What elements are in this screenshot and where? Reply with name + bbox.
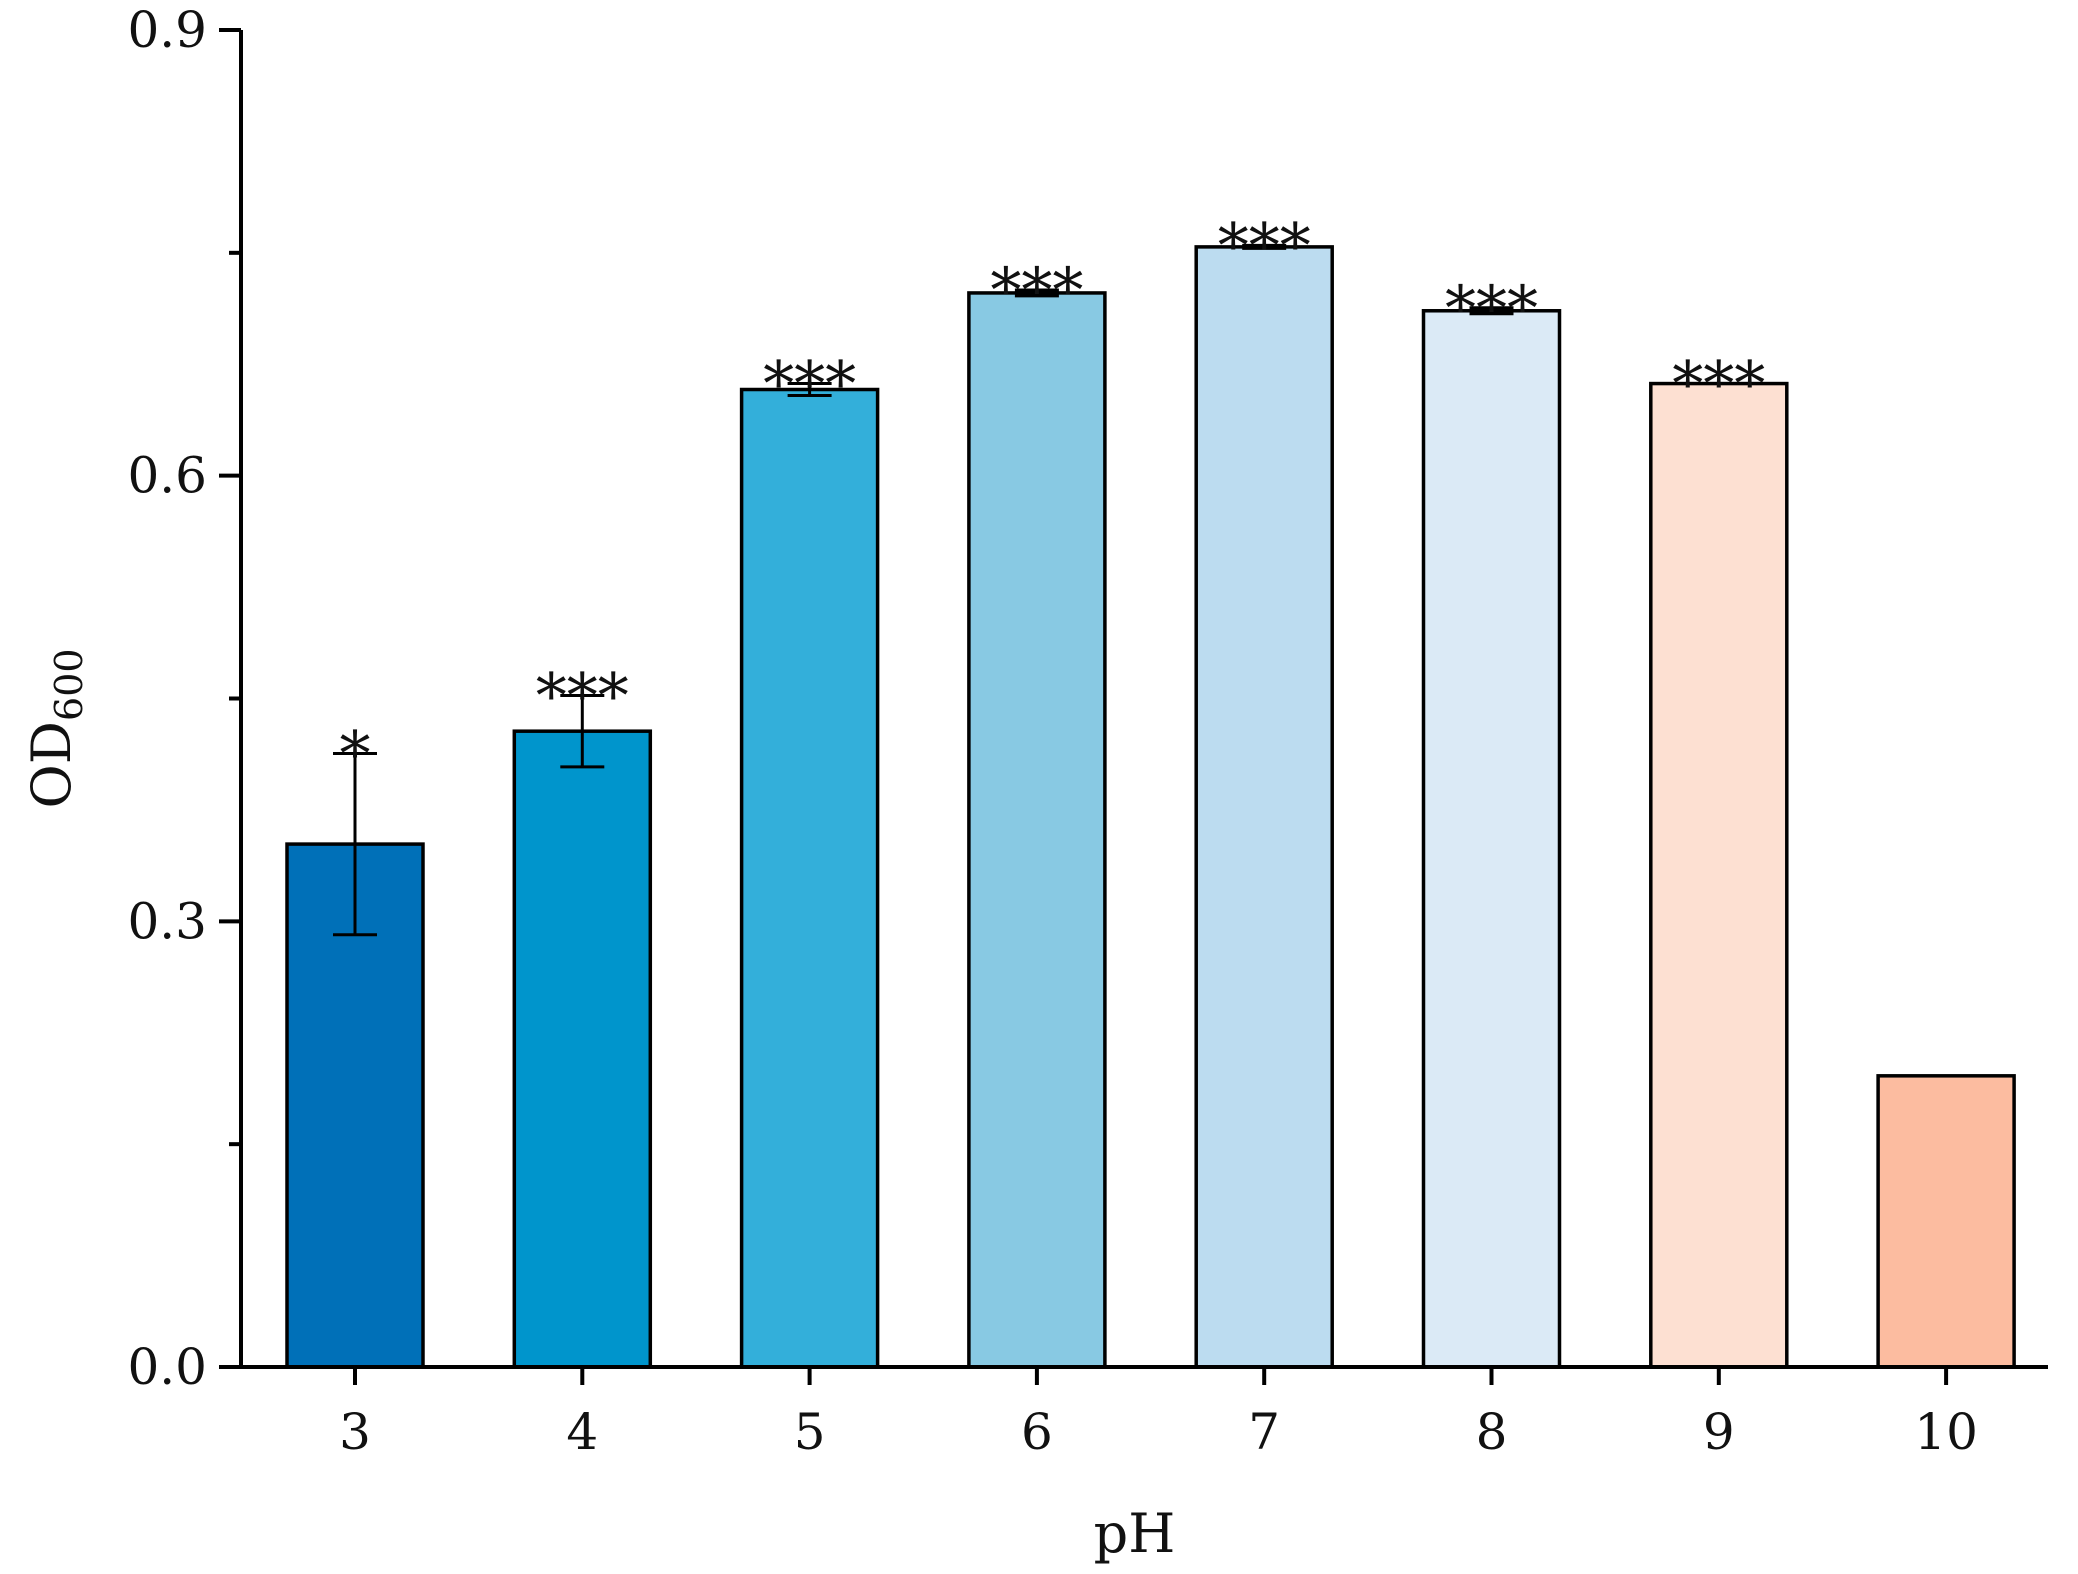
bar — [1421, 309, 1562, 1369]
x-tick-label: 7 — [1248, 1403, 1280, 1461]
bar — [1649, 381, 1789, 1369]
significance-label: *** — [536, 660, 629, 733]
bars-layer — [285, 245, 2016, 1369]
x-tick-label: 8 — [1476, 1403, 1508, 1461]
significance-label: *** — [1218, 209, 1311, 282]
error-bars-layer — [333, 243, 1514, 937]
y-tick-label: 0.9 — [127, 1, 207, 59]
x-tick-label: 9 — [1703, 1403, 1735, 1461]
bar — [1876, 1074, 2016, 1369]
y-axis-title: OD600 — [20, 648, 91, 808]
y-axis-title-main: OD — [20, 721, 83, 809]
significance-labels-layer: ******************* — [340, 209, 1766, 790]
significance-label: *** — [990, 254, 1083, 327]
significance-label: *** — [763, 348, 856, 421]
y-tick-label: 0.3 — [127, 892, 207, 950]
significance-label: *** — [1672, 348, 1765, 421]
x-tick-label: 4 — [566, 1403, 598, 1461]
significance-label: * — [340, 717, 371, 790]
y-axis-title-subscript: 600 — [47, 648, 91, 721]
bar — [512, 729, 653, 1369]
significance-label: *** — [1445, 272, 1538, 345]
bar — [1194, 245, 1334, 1369]
x-axis-title: pH — [1094, 1502, 1176, 1565]
y-tick-label: 0.0 — [127, 1338, 207, 1396]
x-tick-label: 3 — [339, 1403, 371, 1461]
bar — [967, 291, 1107, 1369]
bar — [739, 387, 880, 1369]
y-ticks-layer: 0.0 0.3 0.6 0.9 — [127, 1, 241, 1396]
x-tick-label: 10 — [1914, 1403, 1978, 1461]
x-tick-label: 5 — [794, 1403, 826, 1461]
x-tick-label: 6 — [1021, 1403, 1053, 1461]
y-tick-label: 0.6 — [127, 447, 207, 505]
x-ticks-layer: 3 4 5 6 7 8 9 10 — [339, 1367, 1978, 1461]
